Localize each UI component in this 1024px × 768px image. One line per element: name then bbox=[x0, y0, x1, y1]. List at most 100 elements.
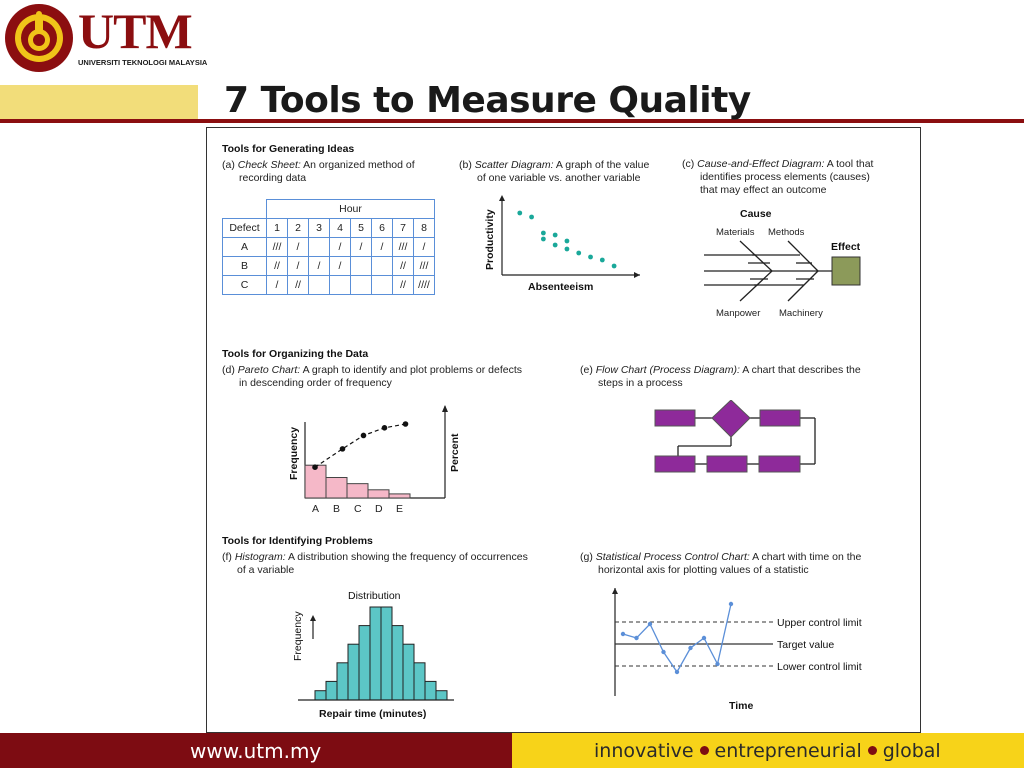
pareto-category-label: E bbox=[396, 503, 403, 515]
tally-cell bbox=[308, 275, 330, 295]
bullet-dot-icon bbox=[699, 746, 709, 755]
check-sheet-defect: A bbox=[222, 237, 267, 257]
tally-cell: /// bbox=[413, 256, 435, 276]
tagline-word: global bbox=[882, 740, 941, 762]
pareto-cumulative-point bbox=[312, 464, 318, 470]
spc-ucl-label: Upper control limit bbox=[777, 617, 862, 629]
tally-cell: / bbox=[287, 256, 309, 276]
tally-cell: // bbox=[392, 256, 414, 276]
pareto-bar bbox=[325, 477, 348, 499]
tally-cell: / bbox=[350, 237, 372, 257]
footer-website-url: www.utm.my bbox=[190, 739, 322, 763]
fishbone-category-methods: Methods bbox=[768, 227, 805, 238]
flow-process-box bbox=[759, 409, 801, 427]
caption-check-sheet: (a) Check Sheet: An organized method of … bbox=[222, 159, 415, 184]
spc-point bbox=[634, 635, 639, 641]
pareto-category-label: B bbox=[333, 503, 340, 515]
flow-process-box bbox=[654, 409, 696, 427]
tally-cell: // bbox=[266, 256, 288, 276]
check-sheet-hour-cell: 1 bbox=[266, 218, 288, 238]
histogram-ylabel: Frequency bbox=[292, 611, 304, 661]
check-sheet-defect: C bbox=[222, 275, 267, 295]
caption-spc: (g) Statistical Process Control Chart: A… bbox=[580, 551, 862, 576]
histogram-chart: Distribution Frequency Repair time (minu… bbox=[292, 590, 454, 720]
utm-wordmark: UTM UNIVERSITI TEKNOLOGI MALAYSIA bbox=[78, 3, 207, 68]
fishbone-category-manpower: Manpower bbox=[716, 308, 760, 319]
histogram-bar bbox=[369, 606, 382, 701]
section-title-generating: Tools for Generating Ideas bbox=[222, 143, 355, 155]
check-sheet-hour-cell: 6 bbox=[371, 218, 393, 238]
pareto-cumulative-point bbox=[360, 432, 367, 439]
histogram-bar bbox=[325, 680, 338, 701]
pareto-category-label: A bbox=[312, 503, 319, 515]
fishbone-effect-box bbox=[831, 256, 861, 286]
check-sheet-hour-cell: 3 bbox=[308, 218, 330, 238]
pareto-chart: Frequency Percent A B C D E bbox=[288, 405, 460, 515]
check-sheet-table: Hour Defect 1 2 3 4 5 6 7 8 A /// / / / … bbox=[222, 199, 435, 295]
pareto-cumulative-point bbox=[402, 421, 409, 427]
histogram-bar bbox=[402, 643, 415, 701]
scatter-point bbox=[588, 254, 593, 260]
spc-point bbox=[728, 601, 734, 607]
caption-pareto: (d) Pareto Chart: A graph to identify an… bbox=[222, 364, 523, 389]
fishbone-category-materials: Materials bbox=[716, 227, 755, 238]
check-sheet-row: C / // // //// bbox=[222, 275, 435, 295]
tally-cell: / bbox=[329, 237, 351, 257]
tally-cell: / bbox=[308, 256, 330, 276]
tally-cell bbox=[350, 275, 372, 295]
spc-chart: Upper control limit Target value Lower c… bbox=[612, 588, 862, 712]
spc-point bbox=[661, 649, 666, 655]
check-sheet-defect-header: Defect bbox=[222, 218, 267, 238]
scatter-point bbox=[599, 257, 605, 263]
scatter-point bbox=[540, 236, 546, 242]
spc-point bbox=[674, 669, 680, 675]
pareto-bar bbox=[346, 483, 369, 499]
caption-histogram: (f) Histogram: A distribution showing th… bbox=[222, 551, 528, 576]
footer-right-band bbox=[512, 733, 1024, 768]
pareto-category-label: C bbox=[354, 503, 362, 515]
pareto-cumulative-point bbox=[339, 446, 346, 452]
spc-target-label: Target value bbox=[777, 639, 834, 651]
pareto-category-label: D bbox=[375, 503, 383, 515]
histogram-bar bbox=[424, 680, 437, 701]
check-sheet-hour-cell: 7 bbox=[392, 218, 414, 238]
section-title-organizing: Tools for Organizing the Data bbox=[222, 348, 369, 360]
histogram-bar bbox=[380, 606, 393, 701]
pareto-y2label: Percent bbox=[449, 433, 460, 472]
spc-xlabel: Time bbox=[729, 700, 753, 712]
pareto-cumulative-line bbox=[314, 423, 406, 468]
scatter-point bbox=[552, 242, 558, 248]
section-title-identifying: Tools for Identifying Problems bbox=[222, 535, 373, 547]
scatter-point bbox=[564, 246, 570, 252]
bullet-dot-icon bbox=[867, 746, 877, 755]
utm-letters: UTM bbox=[78, 3, 193, 59]
title-underline bbox=[198, 119, 1024, 123]
utm-seal-logo bbox=[5, 4, 73, 72]
tagline-word: entrepreneurial bbox=[714, 740, 862, 762]
pareto-bar bbox=[304, 464, 327, 499]
spc-point bbox=[715, 661, 720, 667]
scatter-point bbox=[529, 214, 534, 220]
check-sheet-hour-header: Hour bbox=[266, 199, 435, 219]
check-sheet-hour-cell: 5 bbox=[350, 218, 372, 238]
tally-cell: / bbox=[371, 237, 393, 257]
tally-cell: /// bbox=[266, 237, 288, 257]
histogram-bar bbox=[435, 690, 448, 701]
flow-process-box bbox=[706, 455, 748, 473]
spc-series-line bbox=[622, 603, 732, 674]
spc-lcl-label: Lower control limit bbox=[777, 661, 862, 673]
tally-cell bbox=[371, 256, 393, 276]
pareto-bar bbox=[388, 493, 411, 499]
spc-point bbox=[647, 621, 653, 627]
histogram-title: Distribution bbox=[348, 590, 401, 602]
tally-cell: / bbox=[287, 237, 309, 257]
tally-cell: // bbox=[287, 275, 309, 295]
fishbone-category-machinery: Machinery bbox=[779, 308, 823, 319]
tally-cell bbox=[329, 275, 351, 295]
scatter-diagram: Productivity Absenteeism bbox=[484, 195, 640, 293]
fishbone-diagram: Cause Effect Materials Methods Manpower … bbox=[704, 208, 861, 319]
tally-cell bbox=[371, 275, 393, 295]
title-accent-stripe bbox=[0, 119, 198, 123]
histogram-bar bbox=[336, 662, 349, 701]
title-accent-band bbox=[0, 85, 198, 119]
